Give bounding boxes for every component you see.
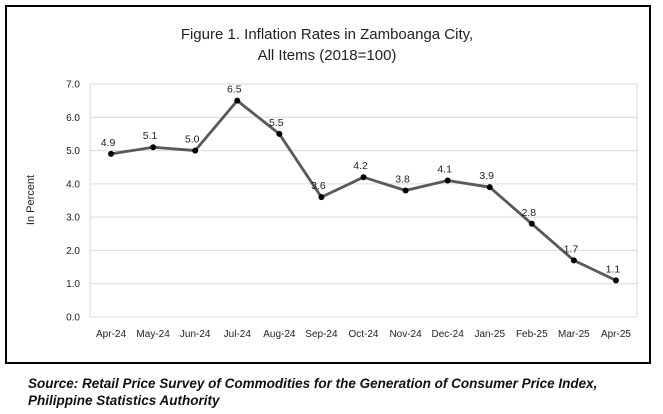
source-note: Source: Retail Price Survey of Commoditi… [28, 376, 598, 408]
x-tick-label: Feb-25 [516, 329, 548, 340]
data-label: 3.9 [479, 170, 494, 182]
data-point [570, 257, 577, 264]
data-point [192, 147, 199, 154]
x-tick-label: Aug-24 [263, 329, 296, 340]
y-tick-label: 2.0 [66, 246, 80, 257]
y-tick-label: 7.0 [66, 80, 80, 91]
data-label: 4.2 [353, 160, 368, 172]
y-tick-label: 6.0 [66, 113, 80, 124]
y-axis-label: In Percent [25, 175, 37, 225]
data-point [276, 130, 283, 137]
y-tick-label: 3.0 [66, 213, 80, 224]
plot-area: 0.0 1.0 2.0 3.0 4.0 5.0 6.0 7.0 Apr-24 May-24 Jun-… [66, 80, 638, 340]
data-point [234, 97, 241, 104]
x-tick-label: Mar-25 [558, 329, 590, 340]
x-tick-label: Apr-25 [601, 329, 631, 340]
data-label: 1.7 [564, 243, 579, 255]
line-chart: Figure 1. Inflation Rates in Zamboanga C… [25, 26, 638, 340]
data-point [528, 220, 535, 227]
data-label: 5.1 [143, 130, 158, 142]
chart-frame: Figure 1. Inflation Rates in Zamboanga C… [5, 5, 651, 364]
data-label: 4.1 [437, 164, 452, 176]
data-point [150, 144, 157, 151]
data-label: 3.8 [395, 174, 410, 186]
x-tick-label: Apr-24 [96, 329, 126, 340]
data-label: 6.5 [227, 84, 242, 96]
x-tick-label: Jun-24 [180, 329, 211, 340]
data-point [612, 277, 619, 284]
series-line [110, 99, 617, 282]
data-label: 5.0 [185, 134, 200, 146]
data-point [318, 194, 325, 201]
y-tick-label: 1.0 [66, 279, 80, 290]
chart-title-line-2: All Items (2018=100) [258, 47, 397, 64]
chart-title-line-1: Figure 1. Inflation Rates in Zamboanga C… [181, 26, 473, 43]
plot-border [89, 83, 638, 318]
x-tick-label: May-24 [136, 329, 170, 340]
data-point [108, 150, 115, 157]
x-tick-label: Sep-24 [305, 329, 338, 340]
data-label: 5.5 [269, 117, 284, 129]
y-tick-label: 0.0 [66, 313, 80, 324]
data-point [360, 174, 367, 181]
data-point [486, 184, 493, 191]
data-point [402, 187, 409, 194]
data-point [444, 177, 451, 184]
data-label: 4.9 [101, 137, 116, 149]
y-tick-label: 4.0 [66, 179, 80, 190]
data-label: 1.1 [606, 263, 621, 275]
y-tick-label: 5.0 [66, 146, 80, 157]
x-tick-label: Dec-24 [432, 329, 465, 340]
x-tick-label: Nov-24 [389, 329, 422, 340]
x-tick-label: Oct-24 [348, 329, 378, 340]
data-label: 2.8 [522, 207, 537, 219]
x-tick-label: Jul-24 [224, 329, 252, 340]
data-label: 3.6 [311, 180, 326, 192]
x-tick-label: Jan-25 [474, 329, 505, 340]
